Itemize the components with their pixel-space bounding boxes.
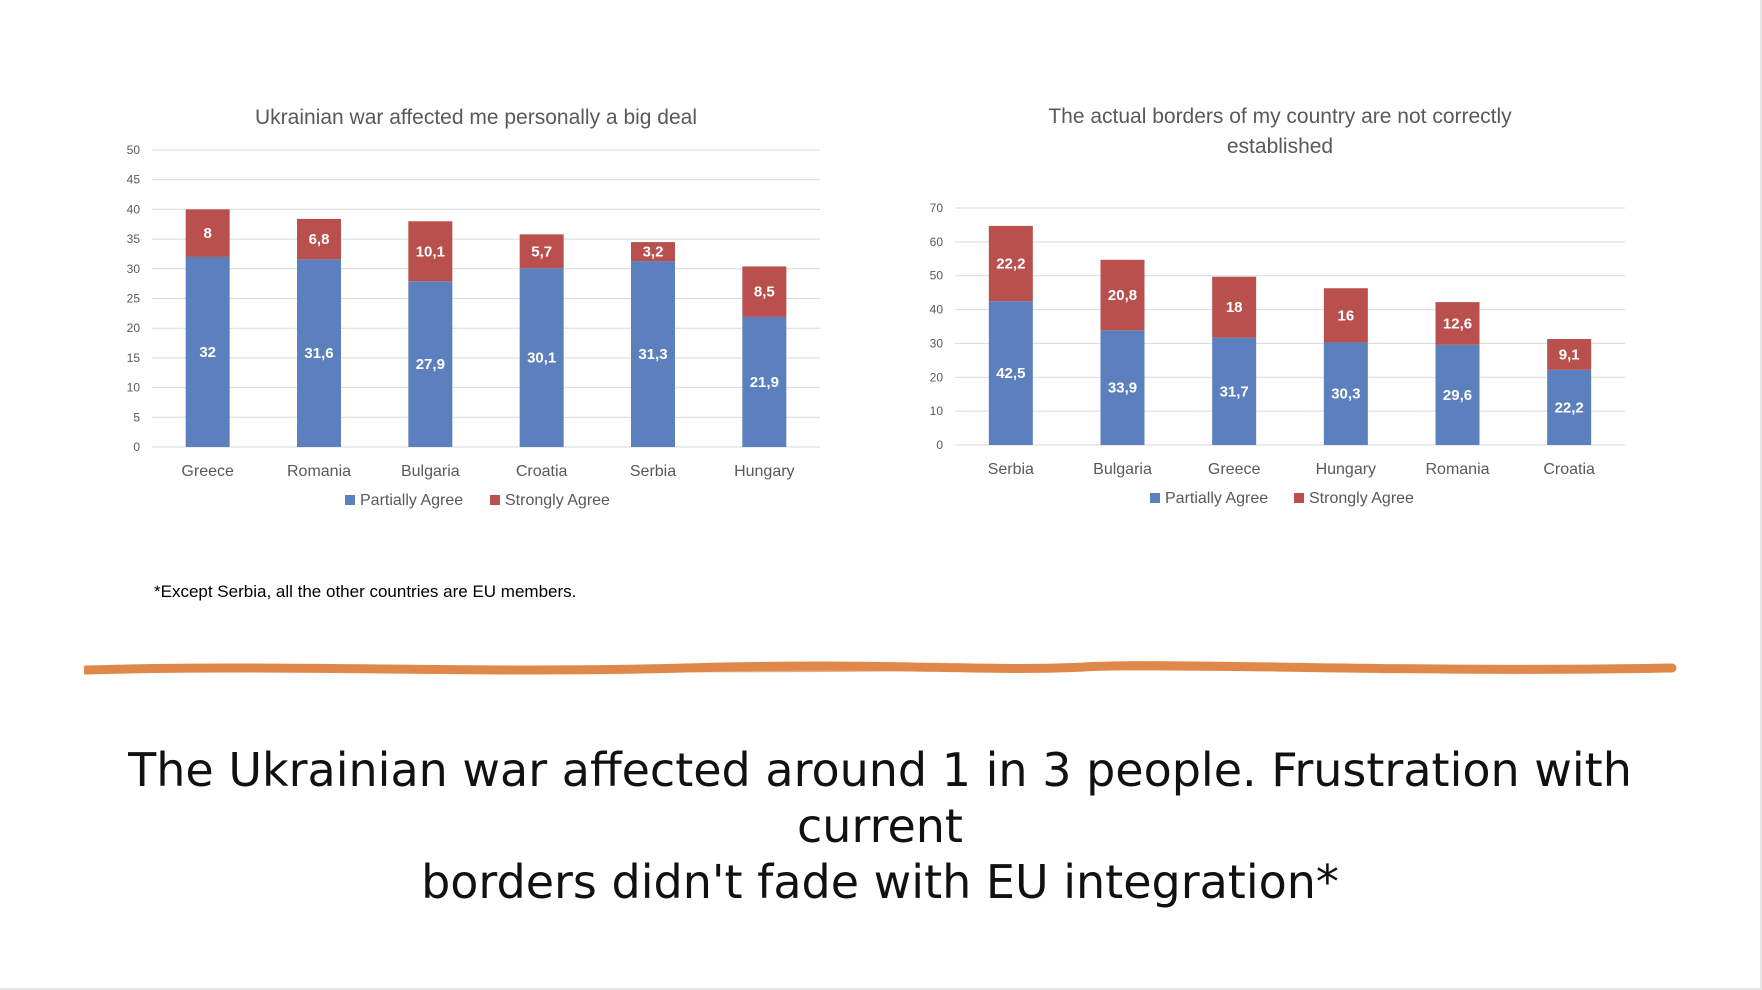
y-tick-label: 30 (930, 336, 944, 350)
bar-strongly-hungary (742, 266, 787, 317)
category-label: Romania (1425, 461, 1489, 478)
bar-strongly-bulgaria (408, 221, 453, 282)
headline-line-2: borders didn't fade with EU integration* (421, 855, 1339, 909)
legend-swatch (1294, 493, 1304, 503)
bar-partially-greece (185, 256, 230, 447)
bar-partially-bulgaria (408, 281, 453, 447)
data-label: 5,7 (531, 243, 552, 260)
y-tick-label: 20 (930, 370, 944, 384)
orange-divider-stroke (84, 661, 1677, 675)
bar-strongly-romania (297, 218, 341, 260)
y-tick-label: 5 (133, 410, 140, 424)
data-label: 27,9 (416, 356, 445, 373)
bar-strongly-croatia (1547, 339, 1592, 370)
data-label: 8 (203, 225, 211, 242)
data-label: 20,8 (1108, 287, 1137, 304)
data-label: 9,1 (1559, 346, 1580, 363)
chart-ukrainian-war: Ukrainian war affected me personally a b… (127, 106, 820, 509)
slide-headline: The Ukrainian war affected around 1 in 3… (60, 742, 1700, 910)
data-label: 33,9 (1108, 380, 1137, 397)
chart-title-line-1: Ukrainian war affected me personally a b… (255, 106, 697, 129)
chart-borders: The actual borders of my country are not… (930, 105, 1625, 507)
category-label: Serbia (630, 463, 676, 480)
category-label: Hungary (734, 463, 794, 480)
data-label: 16 (1337, 307, 1354, 324)
legend-label: Partially Agree (1165, 490, 1268, 507)
data-label: 31,7 (1220, 383, 1249, 400)
data-label: 22,2 (996, 256, 1025, 273)
y-tick-label: 20 (127, 321, 141, 335)
bar-strongly-croatia (519, 234, 564, 269)
data-label: 12,6 (1443, 315, 1472, 332)
y-tick-label: 45 (127, 173, 141, 187)
category-label: Bulgaria (1093, 461, 1152, 478)
y-tick-label: 10 (127, 381, 141, 395)
category-label: Greece (181, 463, 234, 480)
footnote: *Except Serbia, all the other countries … (154, 582, 577, 601)
bar-partially-bulgaria (1100, 330, 1145, 445)
data-label: 29,6 (1443, 387, 1472, 404)
bar-partially-croatia (1547, 369, 1592, 445)
legend-swatch (1150, 493, 1160, 503)
bar-strongly-bulgaria (1100, 259, 1145, 331)
category-label: Croatia (1543, 461, 1595, 478)
y-tick-label: 40 (930, 303, 944, 317)
chart-title-line-1: The actual borders of my country are not… (1048, 105, 1512, 128)
y-tick-label: 0 (133, 440, 140, 454)
data-label: 8,5 (754, 284, 775, 301)
bar-partially-serbia (988, 301, 1033, 445)
y-tick-label: 35 (127, 232, 141, 246)
category-label: Serbia (988, 461, 1034, 478)
data-label: 32 (199, 344, 216, 361)
bar-strongly-greece (1212, 276, 1257, 338)
bar-strongly-serbia (631, 242, 675, 262)
bar-strongly-serbia (988, 225, 1033, 302)
data-label: 22,2 (1555, 399, 1584, 416)
y-tick-label: 30 (127, 262, 141, 276)
category-label: Croatia (516, 463, 568, 480)
bar-strongly-greece (185, 209, 230, 257)
bar-partially-serbia (631, 261, 675, 447)
data-label: 21,9 (750, 374, 779, 391)
y-tick-label: 50 (930, 269, 944, 283)
y-tick-label: 0 (936, 438, 943, 452)
data-label: 10,1 (416, 243, 445, 260)
data-label: 6,8 (309, 231, 330, 248)
category-label: Bulgaria (401, 463, 460, 480)
y-tick-label: 25 (127, 292, 141, 306)
data-label: 18 (1226, 299, 1243, 316)
category-label: Greece (1208, 461, 1261, 478)
bar-strongly-hungary (1323, 288, 1368, 343)
bar-partially-romania (1435, 344, 1480, 445)
bar-partially-greece (1212, 337, 1257, 445)
data-label: 3,2 (643, 244, 664, 261)
y-tick-label: 10 (930, 404, 944, 418)
bar-partially-romania (297, 259, 341, 447)
data-label: 31,3 (638, 346, 667, 363)
bar-strongly-romania (1435, 302, 1480, 345)
data-label: 31,6 (304, 345, 333, 362)
y-tick-label: 50 (127, 143, 141, 157)
legend-label: Partially Agree (360, 492, 463, 509)
legend-label: Strongly Agree (505, 492, 610, 509)
bar-partially-croatia (519, 268, 564, 447)
category-label: Hungary (1316, 461, 1376, 478)
y-tick-label: 40 (127, 202, 141, 216)
category-label: Romania (287, 463, 351, 480)
bar-partially-hungary (1323, 342, 1368, 445)
legend-swatch (345, 495, 355, 505)
bar-partially-hungary (742, 316, 787, 447)
y-tick-label: 15 (127, 351, 141, 365)
data-label: 30,1 (527, 350, 556, 367)
data-label: 30,3 (1331, 386, 1360, 403)
y-tick-label: 70 (930, 201, 944, 215)
y-tick-label: 60 (930, 235, 944, 249)
headline-line-1: The Ukrainian war affected around 1 in 3… (128, 743, 1632, 853)
legend-label: Strongly Agree (1309, 490, 1414, 507)
chart-title-line-2: established (1227, 135, 1333, 158)
legend-swatch (490, 495, 500, 505)
data-label: 42,5 (996, 365, 1025, 382)
